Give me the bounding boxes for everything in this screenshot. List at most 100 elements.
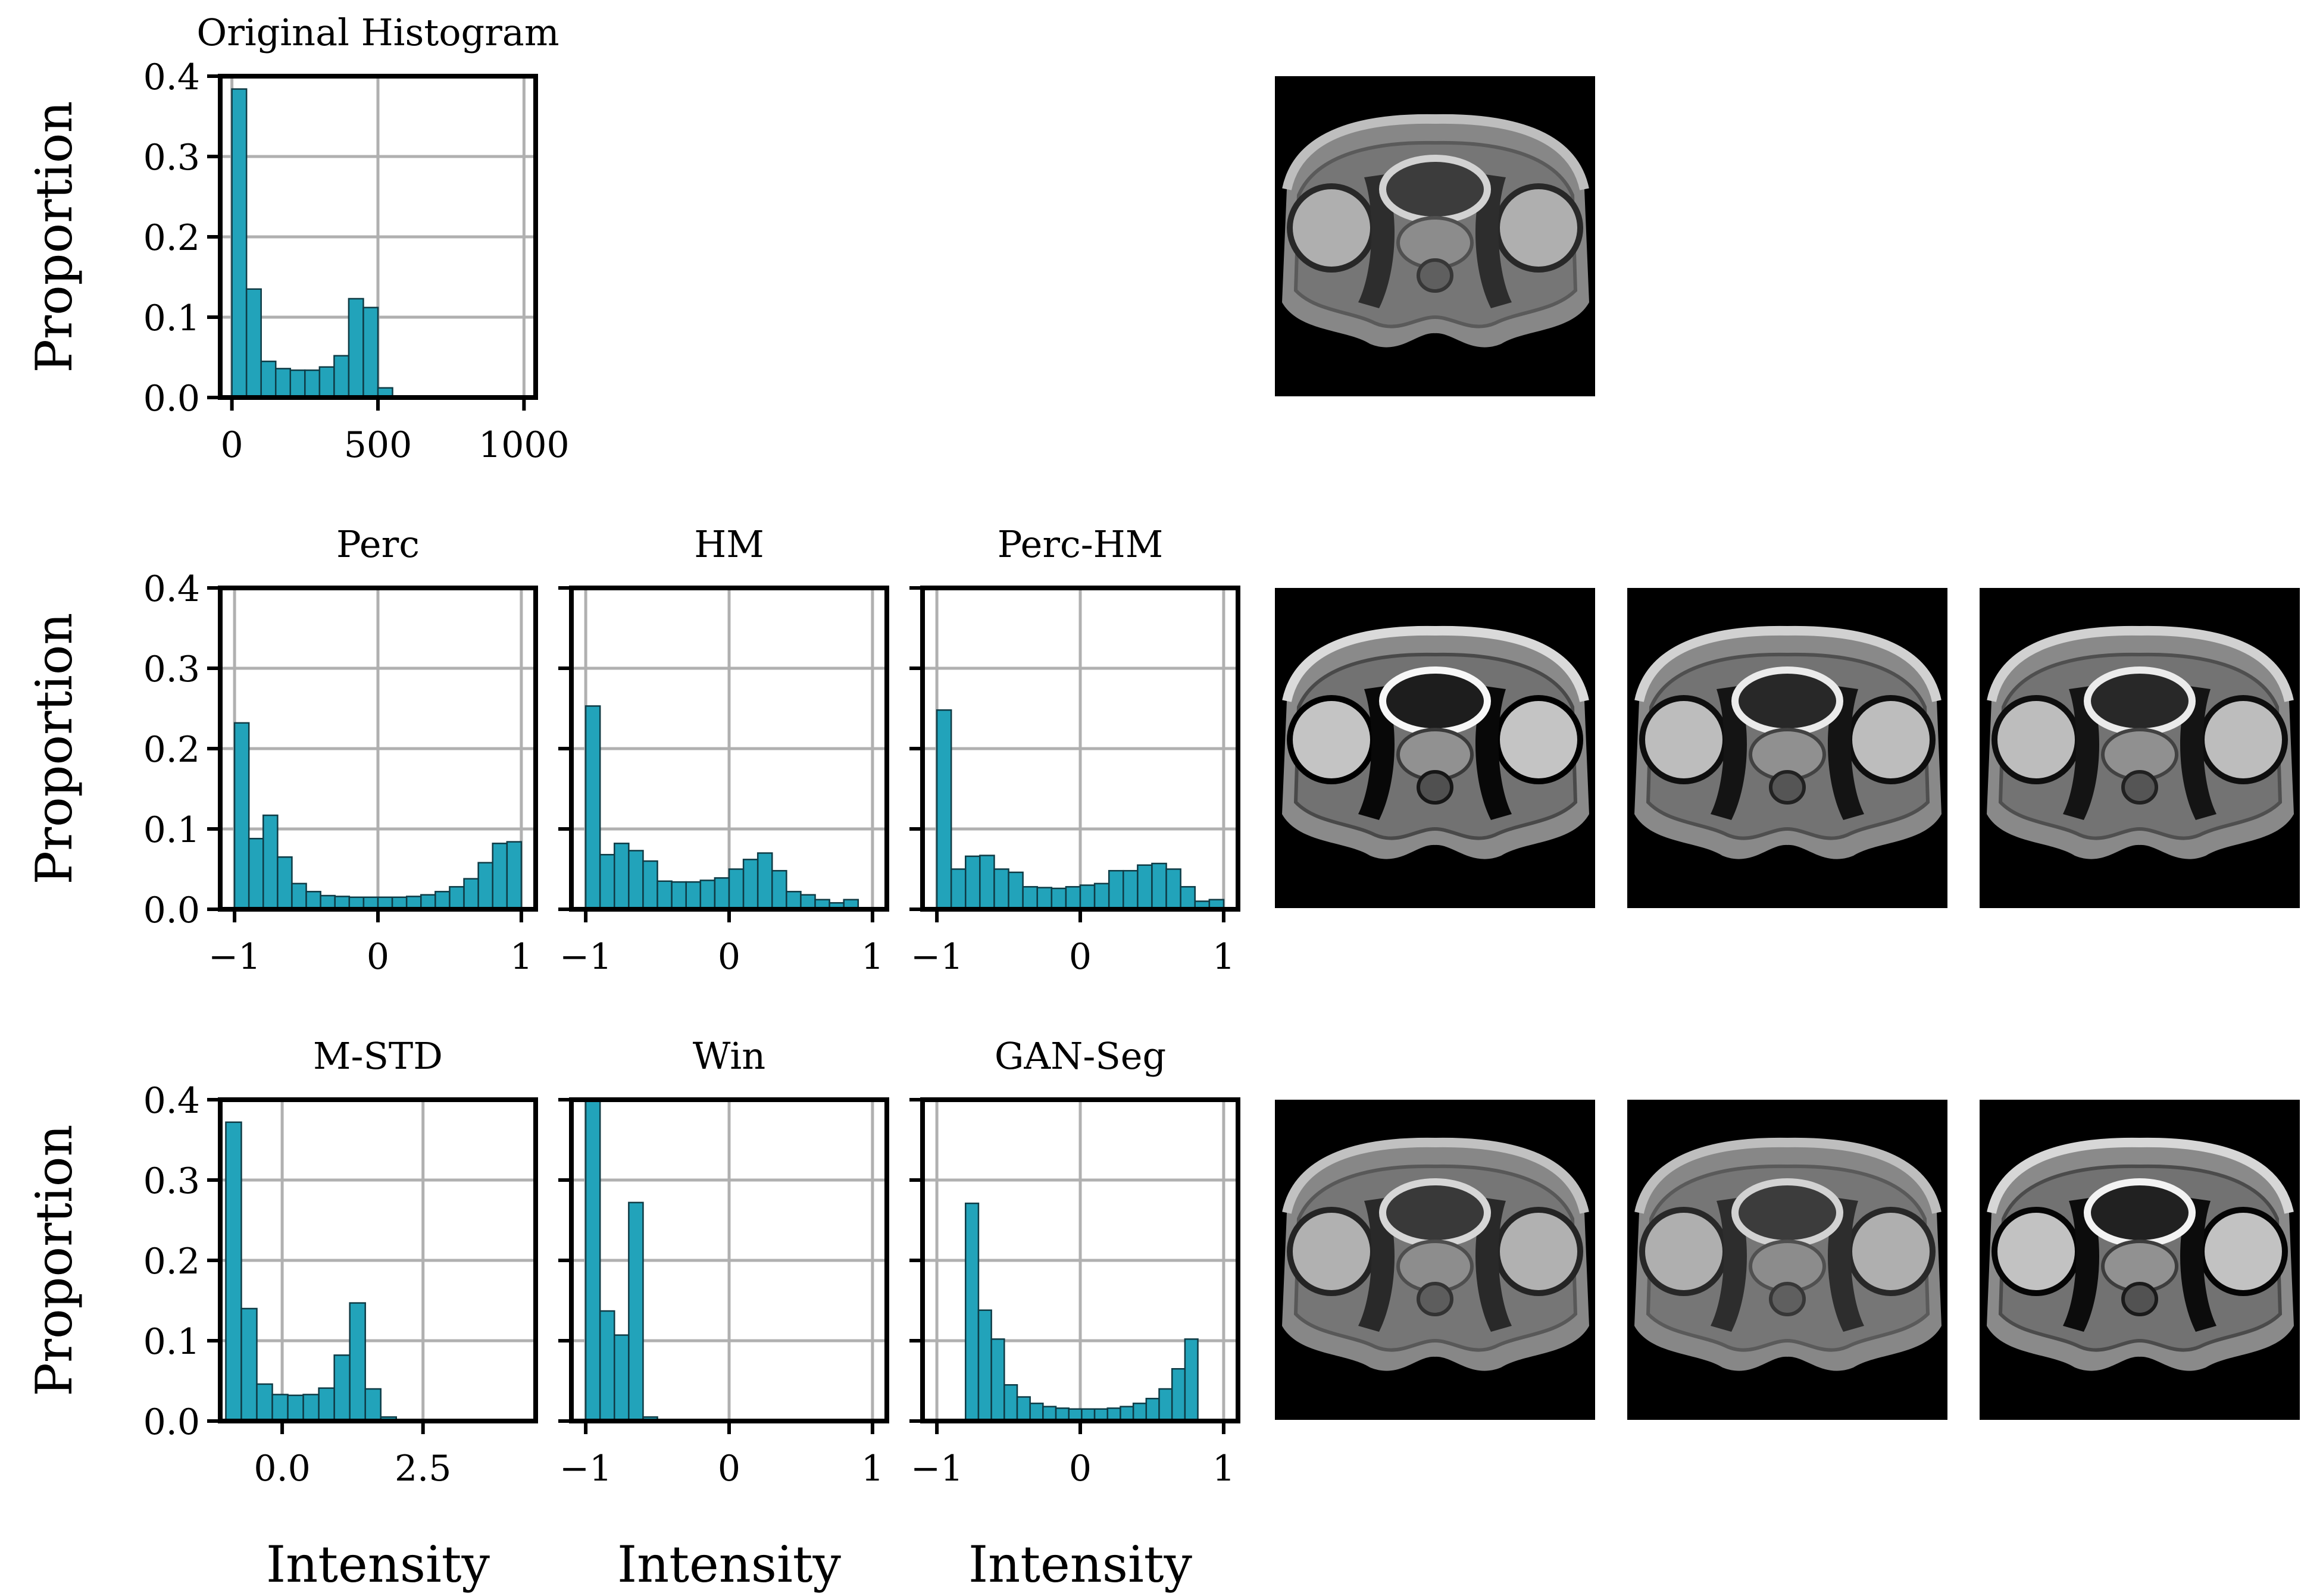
histogram-bar — [492, 843, 508, 910]
histogram-bar — [1165, 868, 1181, 910]
right-muscle-band — [1475, 1198, 1512, 1332]
histogram-bar — [233, 722, 250, 910]
x-axis-label: Intensity — [617, 1535, 842, 1594]
left-muscle-band — [1358, 686, 1395, 820]
histogram-bar — [979, 855, 995, 910]
bladder — [2084, 1178, 2196, 1247]
left-femoral-head — [1287, 1207, 1376, 1296]
histogram-bar — [1093, 883, 1110, 910]
rectum — [1769, 770, 1806, 805]
histogram-bar — [349, 1302, 366, 1422]
mstd-histogram-panel: 0.0 2.5 0.0 0.1 0.2 0.3 0.4 M-STD Proportion Inte… — [25, 1034, 538, 1594]
skin-rim — [1634, 1137, 1942, 1214]
histogram-bar — [277, 856, 293, 910]
y-tick-label: 0.3 — [143, 137, 200, 179]
left-femoral-head — [1287, 695, 1376, 784]
histogram-bar — [1145, 1397, 1160, 1422]
histogram-bar — [245, 288, 262, 399]
histogram-bar — [1137, 864, 1153, 910]
histogram-bar — [289, 369, 306, 399]
right-muscle-band — [1827, 686, 1864, 820]
y-tick-label: 0.4 — [143, 1080, 200, 1122]
left-femoral-head — [1639, 695, 1728, 784]
histogram-bar — [434, 891, 451, 910]
right-femoral-head — [1494, 1207, 1583, 1296]
histogram-bar — [936, 709, 952, 910]
skin-rim — [1282, 625, 1589, 702]
x-tick-label: 0 — [1069, 1448, 1092, 1489]
histogram-bar — [1003, 1384, 1018, 1422]
bladder — [1379, 155, 1491, 224]
histogram-bar — [305, 891, 321, 910]
y-tick-label: 0.0 — [143, 378, 200, 420]
histogram-bar — [628, 1201, 644, 1422]
x-tick-label: 500 — [344, 424, 412, 466]
histogram-bar — [302, 1394, 320, 1422]
x-tick-label: 1 — [1212, 1448, 1235, 1489]
histogram-bar — [287, 1394, 304, 1422]
histogram-bar — [1016, 1396, 1031, 1422]
left-muscle-band — [1711, 1198, 1747, 1332]
right-femoral-head — [1494, 183, 1583, 273]
mstd-image-panel — [1275, 1100, 1595, 1420]
histogram-bar — [449, 885, 465, 910]
x-tick-label: 0 — [718, 936, 740, 978]
x-axis-label: Intensity — [266, 1535, 490, 1594]
right-femoral-head — [1846, 1207, 1936, 1296]
histogram-bar — [628, 850, 644, 910]
histogram-bar — [477, 862, 493, 910]
skin-rim — [1282, 1137, 1589, 1214]
win-histogram-panel: −1 0 1 Win Intensity — [558, 1034, 889, 1594]
left-muscle-band — [2063, 1198, 2100, 1332]
histogram-bar — [1029, 1403, 1044, 1422]
bladder — [2084, 666, 2196, 736]
histogram-bar — [742, 859, 759, 910]
y-tick-label: 0.0 — [143, 890, 200, 931]
right-femoral-head — [2199, 1207, 2288, 1296]
left-femoral-head — [1639, 1207, 1728, 1296]
x-tick-label: 1 — [861, 936, 884, 978]
histogram-bar — [1022, 885, 1038, 910]
histogram-bar — [771, 869, 787, 910]
histogram-bar — [1171, 1368, 1186, 1422]
right-muscle-band — [2180, 686, 2216, 820]
y-tick-label: 0.3 — [143, 1160, 200, 1202]
y-tick-label: 0.4 — [143, 57, 200, 98]
left-muscle-band — [1358, 174, 1395, 308]
histogram-bar — [965, 1202, 980, 1422]
hm-image-panel — [1627, 588, 1947, 908]
histogram-bar — [584, 1099, 601, 1422]
histogram-bar — [1123, 869, 1139, 910]
left-muscle-band — [2063, 686, 2100, 820]
bladder — [1379, 666, 1491, 736]
x-tick-label: 2.5 — [395, 1448, 451, 1489]
histogram-bar — [599, 853, 615, 910]
x-tick-label: 0 — [1069, 936, 1092, 978]
perc-hm-histogram-panel: −1 0 1 Perc-HM — [909, 522, 1240, 978]
histogram-bar — [291, 883, 307, 910]
perc-hm-image-panel — [1980, 588, 2300, 908]
right-femoral-head — [1846, 695, 1936, 784]
right-muscle-band — [2180, 1198, 2216, 1332]
histogram-bar — [1079, 884, 1096, 910]
histogram-bar — [642, 860, 658, 910]
right-femoral-head — [2199, 695, 2288, 784]
hm-histogram-panel: −1 0 1 HM — [558, 522, 889, 978]
histogram-bar — [1065, 885, 1081, 910]
histogram-bar — [786, 891, 802, 910]
histogram-bar — [1036, 887, 1053, 910]
histogram-bar — [362, 306, 379, 399]
histogram-bar — [240, 1307, 258, 1422]
histogram-bar — [699, 880, 716, 910]
histogram-bar — [756, 852, 773, 910]
histogram-bar — [463, 878, 479, 910]
histogram-bar — [1008, 871, 1024, 910]
rectum — [1417, 258, 1453, 293]
x-tick-label: −1 — [208, 936, 261, 978]
chart-title: Win — [693, 1034, 765, 1078]
y-axis-label: Proportion — [25, 1124, 83, 1396]
histogram-bar — [225, 1121, 242, 1422]
histogram-bar — [506, 841, 523, 910]
